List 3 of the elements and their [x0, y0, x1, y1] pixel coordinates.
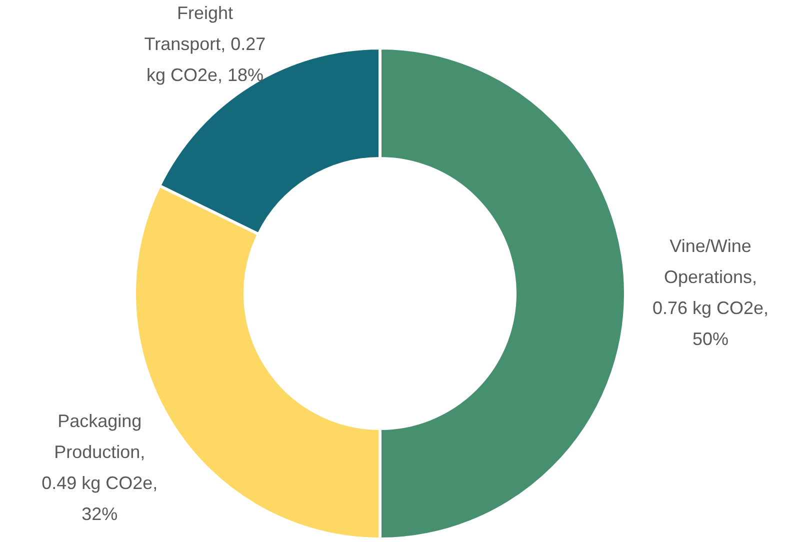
slice-label: Vine/Wine Operations, 0.76 kg CO2e, 50% — [652, 236, 769, 349]
slice-label: Packaging Production, 0.49 kg CO2e, 32% — [42, 410, 158, 524]
slice-label: Freight Transport, 0.27 kg CO2e, 18% — [144, 2, 266, 85]
